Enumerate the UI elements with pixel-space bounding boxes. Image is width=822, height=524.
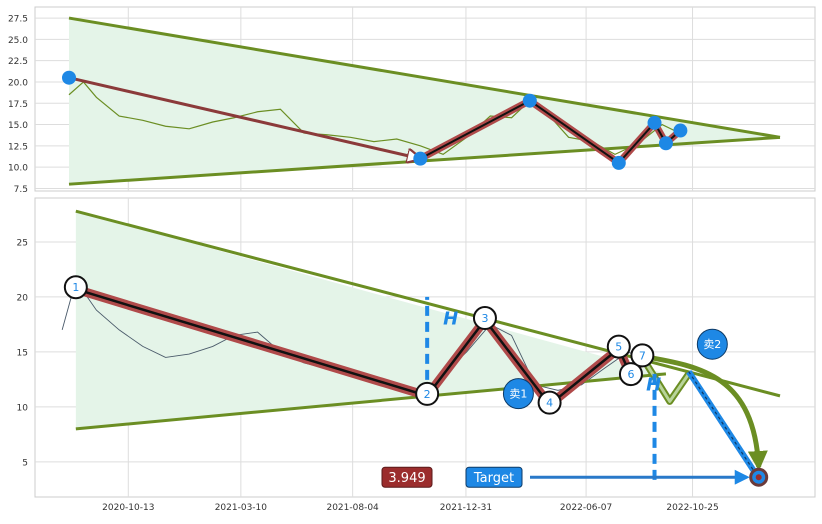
- sell-marker-circle: [696, 328, 728, 360]
- sell-marker-label: 卖1: [509, 388, 527, 401]
- pivot-marker: 5: [606, 334, 631, 359]
- pivot-markers: 1 2 3 4 5 67: [63, 275, 655, 415]
- target-badge-text: Target: [473, 471, 514, 486]
- pivot-circle: [472, 306, 497, 331]
- h-label: H: [443, 308, 458, 329]
- top-trend-arrow: [68, 76, 420, 159]
- target-annotation: 3.949 Target: [381, 466, 769, 488]
- top-pivot-dots: [62, 70, 688, 170]
- bottom-x-tick-label: 2021-08-04: [326, 503, 379, 513]
- pivot-label: 2: [424, 388, 431, 401]
- top-y-tick-labels: 7.5 10.0 12.5 15.0 17.5 20.0 22.5 25.0 27.5: [8, 15, 28, 195]
- pivot-marker: 4: [537, 390, 562, 415]
- top-pivot-dot: [413, 151, 428, 166]
- pivot-circle: [618, 362, 643, 387]
- bottom-triangle-fill: [75, 211, 666, 429]
- bottom-y-tick-labels: 5 10 15 20 25: [17, 238, 29, 468]
- top-pivot-dot: [647, 115, 662, 130]
- h-label: H: [646, 374, 661, 395]
- top-pivot-dot: [611, 155, 626, 170]
- top-pivot-dot: [522, 93, 537, 108]
- top-price-series: [68, 81, 675, 156]
- bottom-x-tick-label: 2021-12-31: [440, 503, 492, 513]
- bottom-y-tick-label: 25: [17, 238, 28, 248]
- bottom-upper-trendline: [75, 209, 781, 398]
- top-y-tick-label: 20.0: [8, 78, 28, 88]
- pivot-marker: 2: [415, 381, 440, 406]
- sell-markers: 卖1 卖2: [502, 328, 728, 410]
- bottom-x-tick-label: 2021-03-10: [215, 503, 268, 513]
- bottom-x-tick-label: 2020-10-13: [102, 503, 154, 513]
- target-badge: [465, 466, 523, 488]
- pivot-marker: 6: [618, 362, 643, 387]
- top-y-tick-label: 15.0: [8, 121, 28, 131]
- top-pivot-dot: [673, 123, 688, 138]
- pivot-circle: [537, 390, 562, 415]
- top-y-tick-label: 22.5: [8, 57, 28, 67]
- bottom-y-tick-label: 5: [22, 458, 28, 468]
- top-start-dot: [62, 70, 76, 85]
- h-labels: HH: [443, 308, 661, 395]
- top-triangle-fill: [69, 18, 780, 185]
- dashed-markers: [425, 296, 657, 484]
- bottom-lower-trendline: [75, 372, 667, 431]
- top-y-tick-label: 25.0: [8, 36, 28, 46]
- bottom-x-tick-labels: 2020-10-13 2021-03-10 2021-08-04 2021-12-31…: [102, 503, 719, 513]
- pivot-circle: [415, 381, 440, 406]
- forecast-curve-arrow: [641, 353, 768, 472]
- pivot-label: 3: [481, 312, 488, 325]
- pivot-marker: 7: [630, 343, 655, 368]
- bottom-y-tick-label: 20: [17, 293, 29, 303]
- pivot-circle: [630, 343, 655, 368]
- top-y-tick-label: 27.5: [8, 15, 28, 25]
- bottom-x-tick-label: 2022-06-07: [560, 503, 612, 513]
- pivot-label: 4: [546, 397, 553, 410]
- top-pivot-dot: [658, 136, 673, 151]
- projection-line: [641, 356, 690, 403]
- top-y-tick-label: 17.5: [8, 100, 28, 110]
- sell-marker-label: 卖2: [703, 338, 721, 351]
- sell-marker: 卖2: [696, 328, 728, 360]
- target-center: [755, 474, 762, 481]
- pivot-label: 7: [639, 349, 646, 362]
- pivot-circle: [606, 334, 631, 359]
- pivot-label: 5: [615, 341, 622, 354]
- sell-marker: 卖1: [502, 378, 534, 410]
- pivot-label: 6: [627, 368, 634, 381]
- value-badge: [381, 466, 433, 488]
- top-y-tick-label: 7.5: [14, 185, 28, 195]
- pivot-label: 1: [72, 281, 79, 294]
- pivot-circle: [63, 275, 88, 300]
- top-panel: 7.5 10.0 12.5 15.0 17.5 20.0 22.5 25.0 27.5: [8, 6, 816, 195]
- pivot-marker: 3: [472, 306, 497, 331]
- bottom-x-tick-label: 2022-10-25: [666, 503, 718, 513]
- bottom-y-tick-label: 10: [17, 403, 29, 413]
- top-upper-trendline: [68, 16, 781, 139]
- value-badge-text: 3.949: [388, 471, 425, 486]
- sell-marker-circle: [502, 378, 534, 410]
- top-y-tick-label: 12.5: [8, 142, 28, 152]
- bottom-y-tick-label: 15: [17, 348, 28, 358]
- sell2-arrow-band: [686, 370, 762, 480]
- pivot-marker: 1: [63, 275, 88, 300]
- top-y-tick-label: 10.0: [8, 164, 28, 174]
